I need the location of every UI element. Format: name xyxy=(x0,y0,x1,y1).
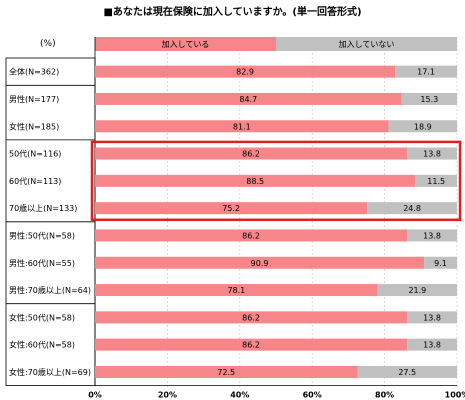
x-tick-label: 0% xyxy=(88,391,102,400)
value-label-not-joined: 27.5 xyxy=(398,368,416,377)
category-label: 女性:60代(N=58) xyxy=(9,340,75,350)
bar-joined xyxy=(95,284,378,297)
bar-joined xyxy=(95,229,408,242)
value-label-not-joined: 11.5 xyxy=(427,177,445,186)
highlight-box xyxy=(90,140,462,222)
x-tick-label: 100% xyxy=(445,391,465,400)
legend-swatch-joined xyxy=(95,37,276,51)
value-label-not-joined: 15.3 xyxy=(420,95,438,104)
category-label: 男性:60代(N=55) xyxy=(9,258,75,268)
value-label-joined: 72.5 xyxy=(217,368,235,377)
value-label-not-joined: 13.8 xyxy=(423,150,441,159)
bar-not-joined xyxy=(357,365,457,378)
value-label-joined: 90.9 xyxy=(251,259,269,268)
bar-not-joined xyxy=(407,147,457,160)
value-label-not-joined: 13.8 xyxy=(423,313,441,322)
category-label: 50代(N=116) xyxy=(9,149,61,159)
value-label-joined: 86.2 xyxy=(242,150,260,159)
bar-not-joined xyxy=(377,284,457,297)
value-label-joined: 78.1 xyxy=(227,286,245,295)
bar-not-joined xyxy=(415,174,457,187)
category-label: 女性:50代(N=58) xyxy=(9,312,75,322)
value-label-joined: 86.2 xyxy=(242,231,260,240)
category-label: 70歳以上(N=133) xyxy=(9,203,77,213)
value-label-joined: 81.1 xyxy=(233,122,251,131)
bar-not-joined xyxy=(388,120,457,133)
unit-label: (%) xyxy=(40,39,56,49)
category-label: 男性(N=177) xyxy=(9,94,59,104)
bar-joined xyxy=(95,147,408,160)
bar-joined xyxy=(95,311,408,324)
value-label-not-joined: 13.8 xyxy=(423,341,441,350)
bar-joined xyxy=(95,65,396,78)
x-tick-label: 20% xyxy=(158,391,177,400)
legend-label: 加入していない xyxy=(339,39,395,49)
value-label-joined: 82.9 xyxy=(236,68,254,77)
bar-joined xyxy=(95,365,358,378)
bar-not-joined xyxy=(395,65,457,78)
value-label-not-joined: 18.9 xyxy=(414,122,432,131)
bar-joined xyxy=(95,120,389,133)
chart-title: ■あなたは現在保険に加入していますか。(単一回答形式) xyxy=(103,7,362,18)
bar-not-joined xyxy=(367,202,457,215)
category-label: 男性:70歳以上(N=64) xyxy=(9,285,91,295)
value-label-not-joined: 9.1 xyxy=(434,259,447,268)
x-tick-label: 60% xyxy=(303,391,322,400)
value-label-not-joined: 13.8 xyxy=(423,231,441,240)
x-tick-label: 80% xyxy=(375,391,394,400)
bar-not-joined xyxy=(407,229,457,242)
legend-label: 加入している xyxy=(162,39,210,49)
value-label-joined: 84.7 xyxy=(239,95,257,104)
category-label: 女性:70歳以上(N=69) xyxy=(9,367,91,377)
bar-joined xyxy=(95,202,368,215)
bar-not-joined xyxy=(424,256,457,269)
value-label-not-joined: 17.1 xyxy=(417,68,435,77)
bar-joined xyxy=(95,256,425,269)
legend-swatch-not-joined xyxy=(276,37,457,51)
category-label: 60代(N=113) xyxy=(9,176,61,186)
value-label-not-joined: 21.9 xyxy=(408,286,426,295)
bar-joined xyxy=(95,338,408,351)
bar-joined xyxy=(95,174,416,187)
value-label-joined: 86.2 xyxy=(242,313,260,322)
value-label-not-joined: 24.8 xyxy=(403,204,421,213)
value-label-joined: 86.2 xyxy=(242,341,260,350)
value-label-joined: 88.5 xyxy=(246,177,264,186)
bar-joined xyxy=(95,92,402,105)
category-label: 女性(N=185) xyxy=(9,121,59,131)
bar-not-joined xyxy=(407,338,457,351)
category-label: 全体(N=362) xyxy=(9,67,59,77)
value-label-joined: 75.2 xyxy=(222,204,240,213)
bar-not-joined xyxy=(401,92,457,105)
x-tick-label: 40% xyxy=(230,391,249,400)
category-label: 男性:50代(N=58) xyxy=(9,230,75,240)
bar-not-joined xyxy=(407,311,457,324)
